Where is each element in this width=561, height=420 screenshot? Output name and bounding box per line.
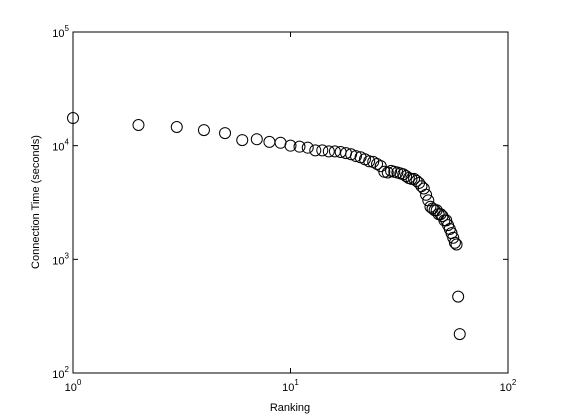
point [363,155,376,168]
point [447,231,460,244]
point [293,140,306,153]
point [450,238,463,251]
x-tick-label: 100 [65,378,82,394]
point [132,118,145,131]
y-tick-label: 105 [52,24,69,40]
point [219,127,232,140]
y-axis-label: Connection Time (seconds) [30,135,42,269]
point [236,134,249,147]
point [309,144,322,157]
point [453,328,466,341]
point [417,182,430,195]
point [400,170,413,183]
point [424,200,437,213]
y-tick-label: 104 [52,138,69,154]
plot-frame [72,31,509,374]
point [316,144,329,157]
point [349,150,362,163]
point [345,148,358,161]
y-tick-label: 103 [52,251,69,267]
point [250,133,263,146]
x-axis-label: Ranking [270,402,310,414]
point [284,139,297,152]
y-tick-label: 102 [52,365,69,381]
point [322,145,335,158]
point [170,120,183,133]
point [452,290,465,303]
point [405,172,418,185]
point [197,124,210,137]
x-tick-label: 102 [500,378,517,394]
point [67,112,79,125]
point [371,157,384,170]
x-tick-label: 101 [282,378,299,394]
point [301,141,314,154]
point [420,188,433,201]
point [448,236,461,249]
